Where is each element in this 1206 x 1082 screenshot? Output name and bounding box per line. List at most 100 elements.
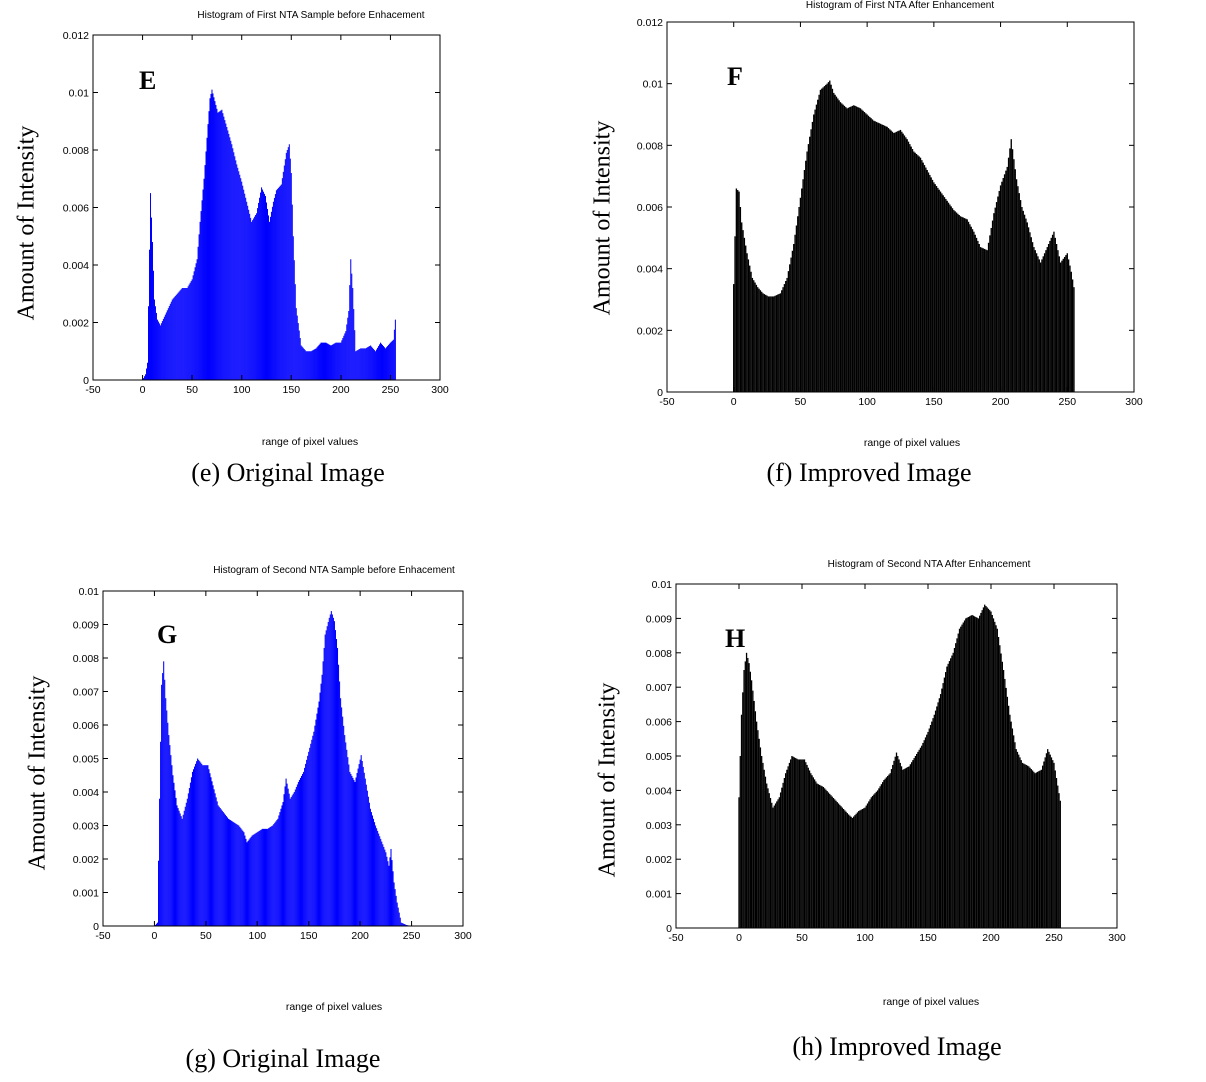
x-tick-label: 250 xyxy=(403,930,421,942)
panel-letter: E xyxy=(139,66,157,95)
histogram-bar xyxy=(937,187,939,392)
histogram-bar xyxy=(179,813,181,926)
histogram-bar xyxy=(328,617,330,926)
histogram-bar xyxy=(208,111,210,380)
histogram-bar xyxy=(308,351,310,380)
histogram-bar xyxy=(319,343,321,380)
histogram-bar xyxy=(870,797,872,928)
histogram-bar xyxy=(225,123,227,381)
histogram-bar xyxy=(905,137,907,392)
histogram-bar xyxy=(865,805,867,928)
histogram-bar xyxy=(815,104,818,392)
histogram-bar xyxy=(339,342,341,381)
histogram-bar xyxy=(165,312,167,380)
histogram-bar xyxy=(286,783,288,926)
histogram-bar xyxy=(1033,247,1035,392)
y-tick-label: 0.01 xyxy=(79,586,100,598)
histogram-bar xyxy=(933,182,935,392)
histogram-bar xyxy=(914,756,917,928)
histogram-bar xyxy=(365,784,367,926)
histogram-bar xyxy=(354,781,356,926)
histogram-bar xyxy=(325,342,327,381)
histogram-bar xyxy=(842,808,845,928)
histogram-bar xyxy=(1043,253,1046,392)
histogram-bar xyxy=(1063,256,1066,392)
histogram-bar xyxy=(290,173,292,380)
histogram-bar xyxy=(307,351,309,380)
histogram-bar xyxy=(275,190,277,380)
histogram-bar xyxy=(177,292,179,380)
histogram-bar xyxy=(1026,222,1028,392)
histogram-bar xyxy=(771,802,773,928)
histogram-bar xyxy=(320,683,322,926)
histogram-bar xyxy=(313,731,315,926)
histogram-bar xyxy=(190,777,192,926)
histogram-bar xyxy=(831,88,834,392)
histogram-bar xyxy=(382,346,384,380)
histogram-bar xyxy=(770,296,772,392)
histogram-bar xyxy=(211,89,213,380)
y-tick-label: 0.009 xyxy=(646,613,672,625)
histogram-bar xyxy=(203,765,205,926)
histogram-bar xyxy=(403,924,405,926)
y-tick-label: 0.01 xyxy=(643,79,664,91)
histogram-bar xyxy=(333,621,335,926)
histogram-bar xyxy=(857,107,859,392)
histogram-bar xyxy=(998,190,1000,392)
histogram-bar xyxy=(929,174,931,392)
histogram-bar xyxy=(174,296,176,380)
histogram-bar xyxy=(765,294,767,393)
histogram-bar xyxy=(945,198,947,392)
histogram-bar xyxy=(966,219,968,392)
histogram-bar xyxy=(238,171,240,380)
histogram-bar xyxy=(301,346,303,380)
histogram-bar xyxy=(901,131,903,392)
histogram-bar xyxy=(392,871,394,926)
histogram-bars xyxy=(143,89,396,381)
y-tick-label: 0.004 xyxy=(73,787,99,799)
histogram-bar xyxy=(164,314,166,380)
histogram-bar xyxy=(265,202,267,380)
histogram-bar xyxy=(316,713,318,926)
histogram-bar xyxy=(837,98,839,392)
histogram-bar xyxy=(854,105,856,393)
histogram-bar xyxy=(306,759,308,926)
histogram-bar xyxy=(894,132,896,392)
histogram-bar xyxy=(908,766,910,928)
histogram-bar xyxy=(747,259,750,392)
histogram-bar xyxy=(879,123,882,392)
histogram-bar xyxy=(879,786,881,928)
histogram-bar xyxy=(968,616,971,928)
histogram-bar xyxy=(1030,769,1032,928)
y-tick-label: 0.004 xyxy=(637,264,663,276)
histogram-bar xyxy=(970,615,972,928)
histogram-bar xyxy=(866,114,868,392)
histogram-bar xyxy=(385,347,387,380)
histogram-bar xyxy=(798,759,801,928)
histogram-bar xyxy=(299,338,301,380)
histogram-bar xyxy=(366,790,368,926)
histogram-bar xyxy=(378,346,380,380)
histogram-bar xyxy=(787,271,790,392)
histogram-bar xyxy=(942,195,944,392)
histogram-bar xyxy=(252,834,254,926)
histogram-bar xyxy=(1066,253,1068,392)
y-tick-label: 0.007 xyxy=(646,682,672,694)
histogram-bar xyxy=(813,779,816,928)
histogram-bar xyxy=(1049,754,1051,928)
histogram-bar xyxy=(893,760,895,928)
histogram-bar xyxy=(285,152,287,380)
histogram-bar xyxy=(378,833,380,926)
histogram-bar xyxy=(871,119,874,393)
histogram-bar xyxy=(257,831,259,926)
histogram-bar xyxy=(334,630,336,926)
histogram-bar xyxy=(830,84,832,392)
histogram-bar xyxy=(293,792,295,926)
histogram-bar xyxy=(761,756,763,928)
histogram-bar xyxy=(994,207,996,392)
histogram-bar xyxy=(189,782,191,926)
histogram-bar xyxy=(244,835,246,926)
histogram-bar xyxy=(862,110,864,393)
histogram-bar xyxy=(890,769,893,928)
histogram-bar xyxy=(171,765,173,926)
